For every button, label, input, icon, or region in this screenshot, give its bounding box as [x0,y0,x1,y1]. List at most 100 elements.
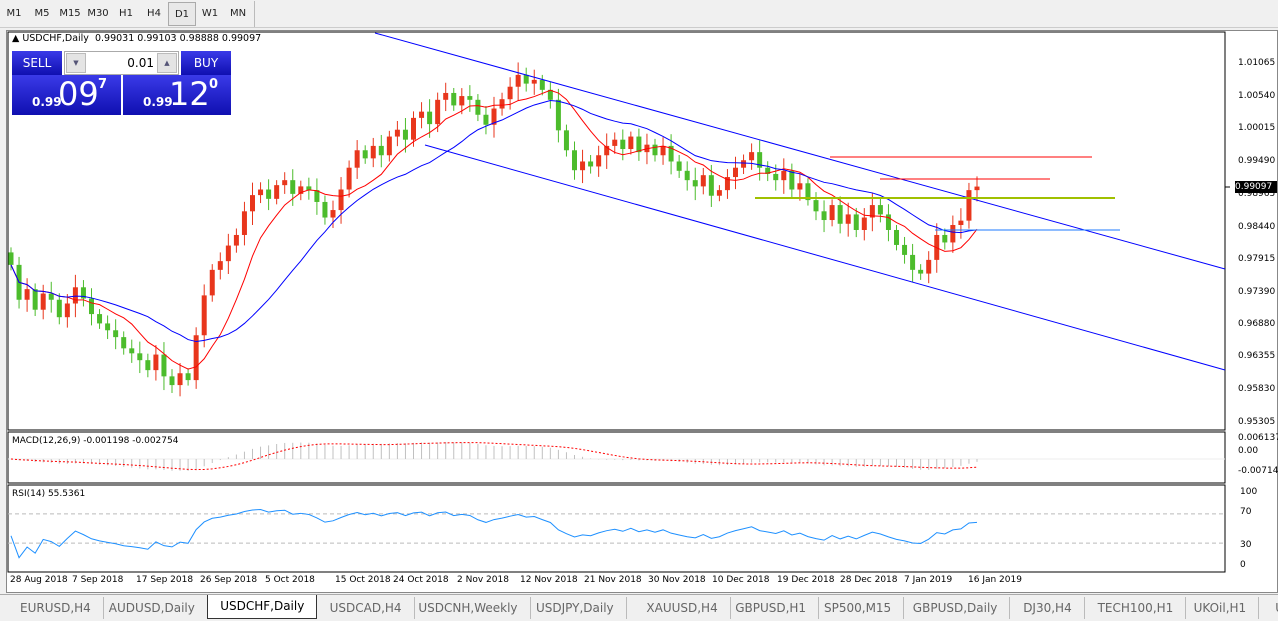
candle-body [56,299,62,318]
candle-body [217,261,223,270]
sell-button[interactable]: SELL [12,51,62,75]
candle-body [853,214,859,230]
date-tick: 17 Sep 2018 [136,575,194,585]
chart-tab[interactable]: USDJPY,Daily [524,597,627,619]
timeframe-m15[interactable]: M15 [59,7,81,19]
candle-body [789,170,795,190]
buy-price-prefix: 0.99 [143,95,173,109]
candle-body [491,108,497,125]
candle-body [958,220,964,226]
candle-body [660,145,666,156]
candle-body [362,150,368,159]
ma-fast-line [10,89,978,370]
candle-body [708,175,714,196]
candle-body [676,161,682,171]
chart-tab[interactable]: USDCHF,Daily [207,595,318,619]
candle-body [338,189,344,211]
candle-body [8,252,14,265]
timeframe-d1[interactable]: D1 [168,1,196,26]
timeframe-m5[interactable]: M5 [34,7,50,19]
candle-body [322,201,328,218]
candle-body [394,129,400,137]
rsi-line [10,508,978,559]
candle-body [459,96,465,106]
price-tick: 0.99490 [1238,156,1276,167]
candle-body [346,167,352,190]
buy-button[interactable]: BUY [181,51,231,75]
timeframe-m30[interactable]: M30 [87,7,109,19]
candle-body [209,269,215,296]
timeframe-mn[interactable]: MN [229,7,247,19]
candle-body [386,136,392,156]
candle-body [861,217,867,230]
candle-body [225,245,231,262]
candle-body [781,170,787,181]
candle-body [161,354,167,377]
chart-tab[interactable]: USDCAD,H4 [318,597,415,619]
candle-body [145,360,151,371]
candle-body [668,145,674,162]
candle-body [121,337,127,349]
buy-price-pip: 0 [209,77,219,92]
chart-tab[interactable]: AUDUSD,Daily [97,597,208,619]
chart-tab[interactable]: SP500,M15 [812,597,905,619]
timeframe-h4[interactable]: H4 [147,7,161,19]
chart-window[interactable] [6,30,1278,593]
candle-body [797,183,803,190]
current-price-label: 0.99097 [1235,181,1277,193]
candle-body [258,189,264,196]
sell-price[interactable]: 0.99 09 7 [12,75,121,115]
rsi-tick: 100 [1240,487,1258,497]
price-tick: 0.95305 [1238,416,1276,427]
candle-body [169,376,175,386]
candle-body [765,167,771,174]
date-tick: 19 Dec 2018 [777,575,835,585]
chart-tab[interactable]: TECH100,H1 [1086,597,1187,619]
candle-body [652,144,658,156]
chart-tab[interactable]: UKOil,H1 [1182,597,1260,619]
timeframe-h1[interactable]: H1 [119,7,133,19]
chart-tab[interactable]: U [1263,597,1278,619]
decrease-lot-icon[interactable]: ▼ [66,53,86,73]
chart-tab[interactable]: USDCNH,Weekly [406,597,531,619]
chart-tab[interactable]: DJ30,H4 [1011,597,1085,619]
timeframe-w1[interactable]: W1 [201,7,219,19]
price-tick: 0.97390 [1238,286,1276,297]
rsi-panel [7,484,1226,573]
candle-body [604,145,610,156]
candle-body [314,190,320,202]
date-tick: 2 Nov 2018 [457,575,509,585]
buy-price[interactable]: 0.99 12 0 [123,75,231,115]
candle-body [233,234,239,246]
candle-body [716,190,722,196]
chart-tab[interactable]: EURUSD,H4 [8,597,104,619]
candle-body [837,205,843,224]
candle-body [845,214,851,224]
date-tick: 28 Dec 2018 [840,575,898,585]
timeframe-toolbar: M1 M5 M15 M30 H1 H4 D1 W1 MN [0,0,1278,28]
candle-body [451,92,457,106]
candle-body [193,335,199,381]
candle-body [620,139,626,150]
candle-body [813,200,819,212]
timeframe-m1[interactable]: M1 [6,7,22,19]
candle-body [40,293,46,310]
date-tick: 21 Nov 2018 [584,575,642,585]
price-tick: 0.96880 [1238,318,1276,329]
lot-size-input[interactable]: ▼ 0.01 ▲ [64,51,179,75]
date-tick: 7 Sep 2018 [72,575,124,585]
candle-body [829,205,835,221]
sell-price-prefix: 0.99 [32,95,62,109]
toolbar-divider [254,0,255,27]
chart-tab[interactable]: XAUUSD,H4 [634,597,731,619]
macd-tick: 0.00 [1238,446,1259,456]
macd-signal-line [10,442,978,471]
date-tick: 28 Aug 2018 [10,575,68,585]
main-panel [7,31,1226,431]
candle-body [749,152,755,161]
candle-body [773,173,779,181]
chart-tab[interactable]: GBPUSD,Daily [901,597,1011,619]
increase-lot-icon[interactable]: ▲ [157,53,177,73]
chart-tab[interactable]: GBPUSD,H1 [723,597,820,619]
